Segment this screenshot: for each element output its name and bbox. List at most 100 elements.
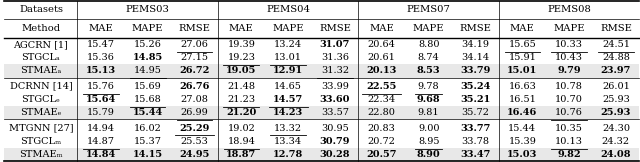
Bar: [4, 64, 639, 78]
Text: Datasets: Datasets: [19, 6, 63, 14]
Text: 8.74: 8.74: [418, 53, 440, 62]
Text: MAE: MAE: [88, 24, 113, 33]
Text: 10.35: 10.35: [555, 123, 583, 133]
Text: 33.77: 33.77: [460, 123, 491, 133]
Text: STMAEₑ: STMAEₑ: [20, 108, 61, 117]
Text: 25.29: 25.29: [179, 123, 210, 133]
Text: MAPE: MAPE: [273, 24, 304, 33]
Text: 16.51: 16.51: [508, 95, 536, 104]
Text: MAPE: MAPE: [413, 24, 444, 33]
Text: 15.91: 15.91: [508, 53, 536, 62]
Text: 15.69: 15.69: [134, 82, 161, 91]
Text: 33.60: 33.60: [320, 95, 350, 104]
Text: 16.63: 16.63: [508, 82, 536, 91]
Text: 13.01: 13.01: [274, 53, 302, 62]
Text: 15.01: 15.01: [507, 66, 538, 75]
Text: 20.13: 20.13: [367, 66, 397, 75]
Text: 23.97: 23.97: [601, 66, 631, 75]
Text: 24.88: 24.88: [602, 53, 630, 62]
Text: 15.79: 15.79: [87, 108, 115, 117]
Text: 33.79: 33.79: [460, 66, 491, 75]
Text: RMSE: RMSE: [179, 24, 211, 33]
Text: 12.91: 12.91: [273, 66, 303, 75]
Text: STGCLₐ: STGCLₐ: [22, 53, 60, 62]
Text: MTGNN [27]: MTGNN [27]: [9, 123, 74, 133]
Text: 20.61: 20.61: [368, 53, 396, 62]
Text: 27.15: 27.15: [180, 53, 209, 62]
Text: MAPE: MAPE: [132, 24, 163, 33]
Text: 30.95: 30.95: [321, 123, 349, 133]
Text: 14.57: 14.57: [273, 95, 303, 104]
Text: 15.44: 15.44: [508, 123, 536, 133]
Text: STMAEₘ: STMAEₘ: [19, 150, 63, 159]
Text: 10.13: 10.13: [555, 137, 583, 146]
Text: PEMS07: PEMS07: [406, 6, 451, 14]
Text: MAE: MAE: [229, 24, 253, 33]
Text: RMSE: RMSE: [460, 24, 492, 33]
Text: 27.06: 27.06: [180, 40, 209, 49]
Text: 14.85: 14.85: [132, 53, 163, 62]
Text: 22.80: 22.80: [368, 108, 396, 117]
Text: 26.01: 26.01: [602, 82, 630, 91]
Text: 20.64: 20.64: [368, 40, 396, 49]
Text: 8.95: 8.95: [418, 137, 440, 146]
Text: AGCRN [1]: AGCRN [1]: [13, 40, 68, 49]
Text: 22.55: 22.55: [367, 82, 397, 91]
Text: DCRNN [14]: DCRNN [14]: [10, 82, 72, 91]
Text: 26.99: 26.99: [180, 108, 209, 117]
Text: 31.32: 31.32: [321, 66, 349, 75]
Bar: [4, 148, 639, 161]
Text: PEMS03: PEMS03: [126, 6, 170, 14]
Text: 24.30: 24.30: [602, 123, 630, 133]
Text: 33.99: 33.99: [321, 82, 349, 91]
Text: 24.95: 24.95: [179, 150, 210, 159]
Text: 22.34: 22.34: [368, 95, 396, 104]
Text: 10.70: 10.70: [555, 95, 583, 104]
Text: 30.79: 30.79: [320, 137, 350, 146]
Text: 16.02: 16.02: [134, 123, 162, 133]
Text: 35.21: 35.21: [460, 95, 491, 104]
Text: 19.02: 19.02: [227, 123, 255, 133]
Text: 14.94: 14.94: [87, 123, 115, 133]
Text: 33.78: 33.78: [461, 137, 490, 146]
Text: 15.26: 15.26: [134, 40, 162, 49]
Text: 14.87: 14.87: [87, 137, 115, 146]
Text: MAPE: MAPE: [554, 24, 585, 33]
Text: 27.08: 27.08: [180, 95, 209, 104]
Text: 9.79: 9.79: [557, 66, 581, 75]
Text: 9.82: 9.82: [557, 150, 581, 159]
Text: 10.43: 10.43: [555, 53, 583, 62]
Text: 15.03: 15.03: [507, 150, 538, 159]
Text: STGCLₘ: STGCLₘ: [20, 137, 61, 146]
Text: 20.83: 20.83: [368, 123, 396, 133]
Text: 33.57: 33.57: [321, 108, 349, 117]
Text: 14.23: 14.23: [273, 108, 303, 117]
Text: STGCLₑ: STGCLₑ: [22, 95, 60, 104]
Text: 21.20: 21.20: [226, 108, 257, 117]
Text: MAE: MAE: [510, 24, 534, 33]
Text: 25.93: 25.93: [601, 108, 631, 117]
Text: 19.39: 19.39: [227, 40, 255, 49]
Text: 34.19: 34.19: [461, 40, 490, 49]
Text: 15.13: 15.13: [86, 66, 116, 75]
Text: 10.33: 10.33: [555, 40, 583, 49]
Text: Method: Method: [21, 24, 61, 33]
Text: 9.81: 9.81: [418, 108, 440, 117]
Text: 19.05: 19.05: [226, 66, 257, 75]
Text: 16.46: 16.46: [507, 108, 538, 117]
Text: 15.36: 15.36: [87, 53, 115, 62]
Text: STMAEₐ: STMAEₐ: [20, 66, 61, 75]
Text: 8.53: 8.53: [417, 66, 440, 75]
Text: 8.90: 8.90: [417, 150, 440, 159]
Text: 24.08: 24.08: [601, 150, 631, 159]
Text: 34.14: 34.14: [461, 53, 490, 62]
Text: 15.37: 15.37: [134, 137, 162, 146]
Text: 30.28: 30.28: [320, 150, 350, 159]
Text: 31.07: 31.07: [320, 40, 350, 49]
Text: 12.78: 12.78: [273, 150, 303, 159]
Text: 15.68: 15.68: [134, 95, 161, 104]
Text: 14.65: 14.65: [274, 82, 302, 91]
Text: 26.72: 26.72: [179, 66, 210, 75]
Bar: [4, 106, 639, 119]
Text: PEMS04: PEMS04: [266, 6, 310, 14]
